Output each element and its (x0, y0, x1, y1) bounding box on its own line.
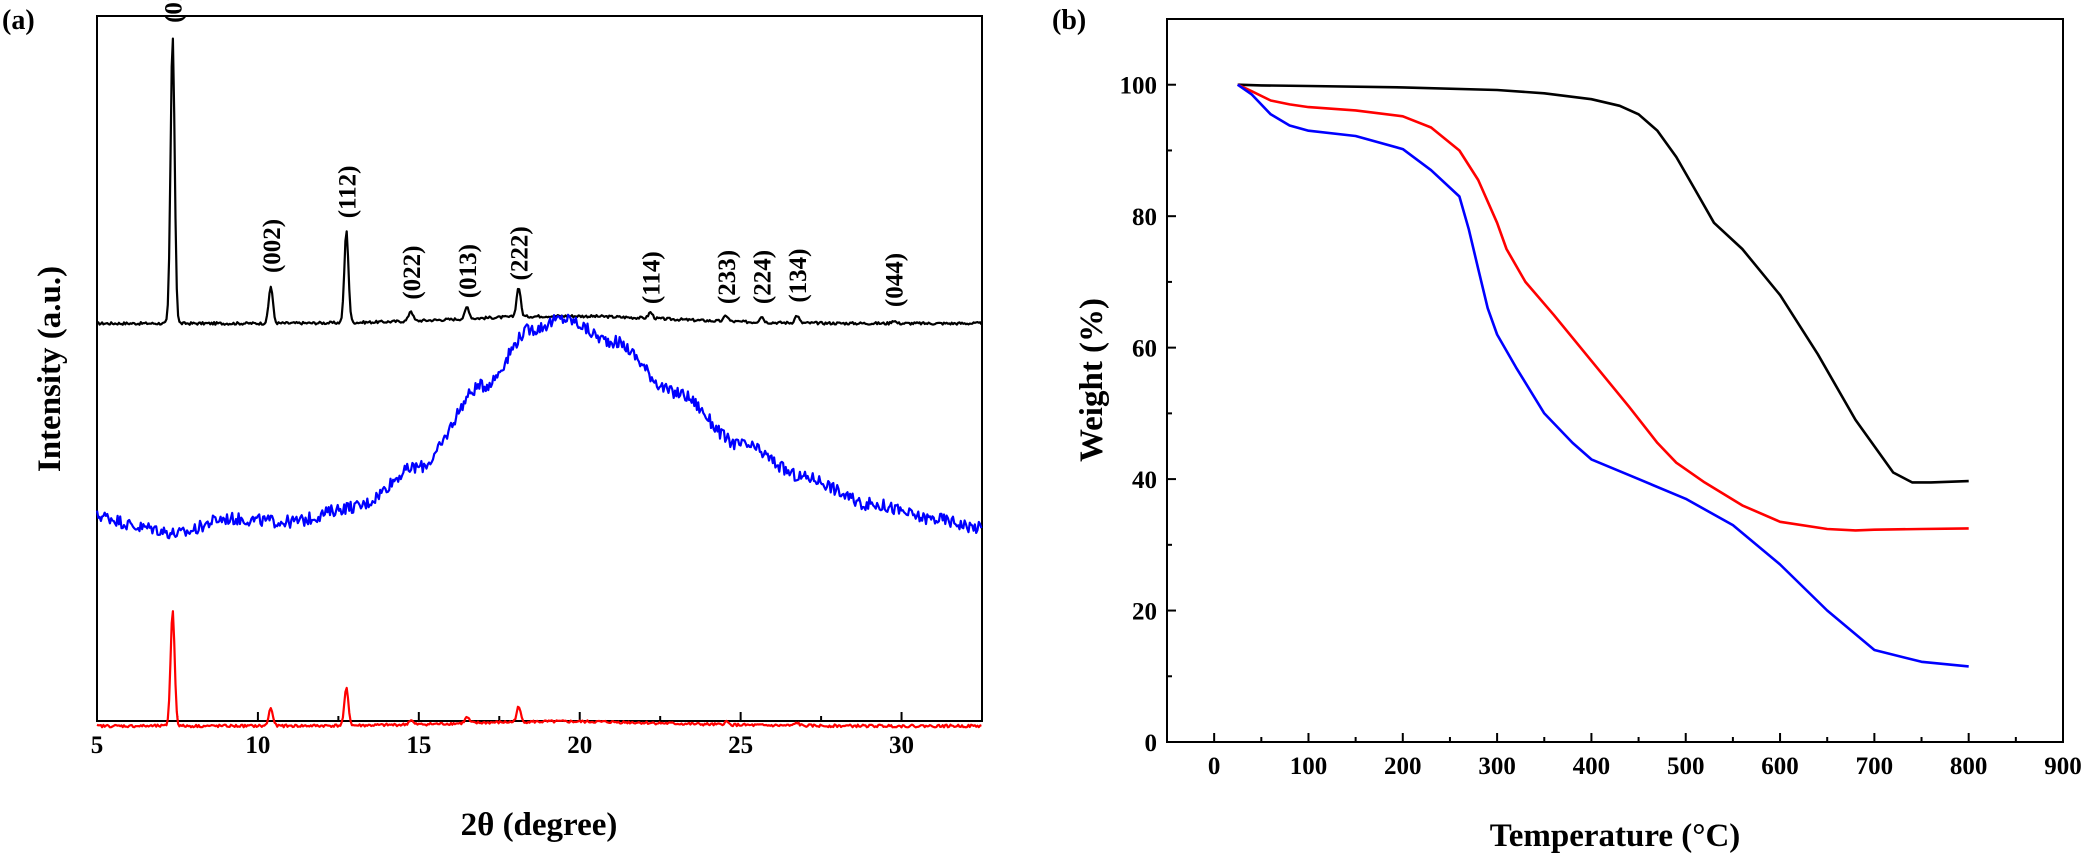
panel-b-xtick-label: 200 (1384, 753, 1422, 780)
panel-a-xtick-label: 10 (245, 732, 270, 759)
panel-a-peak-label: (022) (399, 246, 426, 300)
panel-a-peak-label: (011) (161, 0, 188, 23)
panel-b-xtick-label: 700 (1856, 753, 1894, 780)
panel-a-peak-label: (114) (639, 251, 666, 304)
panel-b-xtick-label: 0 (1208, 753, 1221, 780)
panel-a-xlabel: 2θ (degree) (461, 807, 618, 843)
panel-a-series-ff0000 (96, 610, 982, 729)
panel-b-ylabel: Weight (%) (1074, 298, 1110, 462)
panel-b-xtick-label: 600 (1761, 753, 1799, 780)
panel-a-peak-label: (013) (455, 244, 482, 298)
panel-a-peak-label: (233) (714, 250, 741, 304)
panel-b-ytick-label: 100 (1120, 73, 1158, 100)
panel-b-ytick-label: 40 (1132, 467, 1157, 494)
panel-a-chart: 5 10 15 20 25 30 (011) (002) (112) (022) (013) (222… (91, 0, 983, 759)
panel-b-xtick-label: 100 (1290, 753, 1328, 780)
panel-b-frame (1166, 18, 2064, 743)
panel-a-peak-label: (044) (882, 253, 909, 307)
panel-a-peak-label: (224) (750, 250, 777, 304)
panel-a-xtick-label: 5 (91, 732, 104, 759)
panel-a-label: (a) (2, 5, 35, 36)
panel-a-xtick-label: 15 (406, 732, 431, 759)
panel-b-chart: 0 100 200 300 400 500 600 700 800 900 0 20 40 60 80 100 (1120, 18, 2082, 780)
panel-b-label: (b) (1052, 5, 1086, 36)
panel-b-series-red (1237, 83, 1969, 532)
panel-a-peak-label: (112) (334, 165, 361, 218)
panel-a-series-0000ff (95, 313, 983, 540)
panel-a-xtick-label: 30 (889, 732, 914, 759)
panel-a-ylabel: Intensity (a.u.) (32, 266, 68, 472)
panel-b-xtick-label: 300 (1478, 753, 1516, 780)
panel-b-xlabel: Temperature (°C) (1490, 818, 1741, 854)
panel-b-series-black (1237, 83, 1969, 484)
panel-b-ytick-label: 20 (1132, 599, 1157, 626)
panel-a-xtick-label: 20 (567, 732, 592, 759)
panel-b-series-blue (1236, 83, 1969, 668)
panel-b-xtick-label: 400 (1573, 753, 1611, 780)
panel-b-xtick-label: 500 (1667, 753, 1705, 780)
panel-b-ytick-label: 80 (1132, 204, 1157, 231)
panel-b-xtick-label: 800 (1950, 753, 1988, 780)
panel-a-frame (96, 15, 983, 722)
panel-b-ytick-label: 60 (1132, 336, 1157, 363)
panel-a-peak-label: (222) (507, 226, 534, 280)
panel-b-ytick-label: 0 (1145, 730, 1158, 757)
panel-a-peak-label: (134) (785, 248, 812, 302)
panel-b-xtick-label: 900 (2044, 753, 2082, 780)
panel-a-peak-label: (002) (259, 219, 286, 273)
panel-a-series-000000 (96, 37, 983, 326)
panel-a-xtick-label: 25 (728, 732, 753, 759)
